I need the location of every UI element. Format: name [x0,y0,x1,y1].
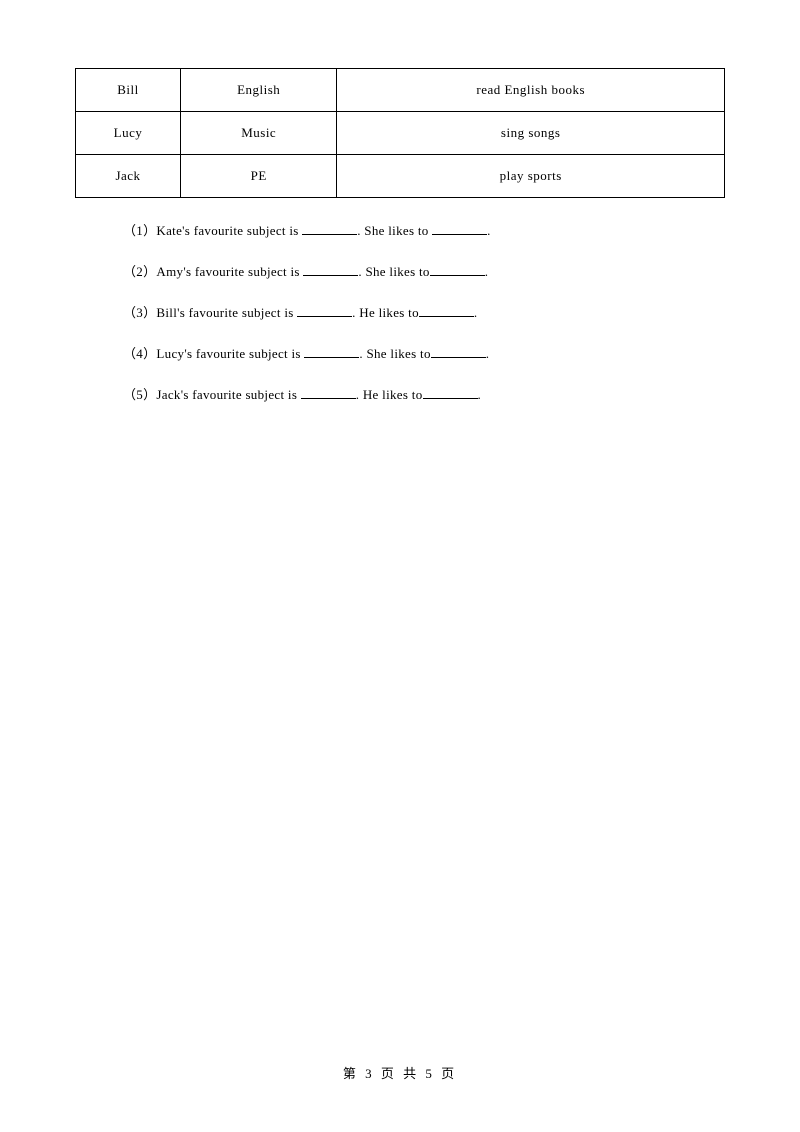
blank-input[interactable] [423,385,478,399]
table-cell: Music [181,112,337,155]
page-footer: 第 3 页 共 5 页 [0,1063,800,1082]
question-item: （3）Bill's favourite subject is . He like… [123,302,725,321]
question-text: . [356,387,363,402]
question-text: likes to [385,223,432,238]
blank-input[interactable] [304,344,359,358]
question-name: Jack [156,387,180,402]
table-cell: sing songs [337,112,725,155]
question-text: 's favourite subject is [183,264,303,279]
question-number: （4） [123,346,156,361]
question-text: . [486,346,490,361]
question-text: 's favourite subject is [181,387,301,402]
table-row: Bill English read English books [76,69,725,112]
blank-input[interactable] [302,221,357,235]
question-number: （3） [123,305,156,320]
questions-block: （1）Kate's favourite subject is . She lik… [75,220,725,403]
blank-input[interactable] [301,385,356,399]
question-name: Lucy [156,346,184,361]
blank-input[interactable] [430,262,485,276]
question-text: . [474,305,478,320]
question-number: （5） [123,387,156,402]
question-number: （2） [123,264,156,279]
blank-input[interactable] [303,262,358,276]
table-cell: PE [181,155,337,198]
table-row: Lucy Music sing songs [76,112,725,155]
question-pronoun: He [359,305,375,320]
table-cell: Bill [76,69,181,112]
question-pronoun: She [364,223,384,238]
question-number: （1） [123,223,156,238]
question-item: （4）Lucy's favourite subject is . She lik… [123,343,725,362]
table-cell: English [181,69,337,112]
question-name: Bill [156,305,177,320]
question-pronoun: She [365,264,385,279]
question-text: . [485,264,489,279]
question-item: （5）Jack's favourite subject is . He like… [123,384,725,403]
question-text: . [478,387,482,402]
table-cell: read English books [337,69,725,112]
question-item: （1）Kate's favourite subject is . She lik… [123,220,725,239]
table-cell: play sports [337,155,725,198]
question-name: Kate [156,223,182,238]
question-text: 's favourite subject is [177,305,297,320]
question-text: likes to [375,305,419,320]
blank-input[interactable] [419,303,474,317]
question-pronoun: She [366,346,386,361]
question-text: . [487,223,491,238]
question-item: （2）Amy's favourite subject is . She like… [123,261,725,280]
question-text: 's favourite subject is [182,223,302,238]
question-text: likes to [386,264,430,279]
question-name: Amy [156,264,183,279]
question-text: likes to [387,346,431,361]
data-table: Bill English read English books Lucy Mus… [75,68,725,198]
question-text: 's favourite subject is [184,346,304,361]
table-cell: Lucy [76,112,181,155]
blank-input[interactable] [297,303,352,317]
question-text: likes to [379,387,423,402]
question-pronoun: He [363,387,379,402]
blank-input[interactable] [431,344,486,358]
blank-input[interactable] [432,221,487,235]
table-cell: Jack [76,155,181,198]
table-row: Jack PE play sports [76,155,725,198]
